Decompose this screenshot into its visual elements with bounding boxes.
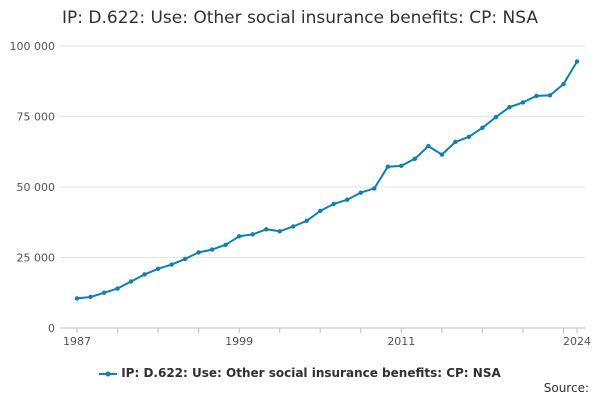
x-tick-label: 2024: [563, 335, 591, 348]
data-point[interactable]: [304, 218, 309, 224]
data-point[interactable]: [493, 114, 499, 120]
data-point[interactable]: [277, 229, 282, 234]
data-point[interactable]: [128, 279, 134, 284]
series-line: [76, 60, 578, 300]
y-tick-label: 100 000: [10, 40, 56, 53]
data-point[interactable]: [182, 256, 188, 262]
data-series: [74, 59, 580, 301]
data-point[interactable]: [236, 234, 242, 239]
data-point[interactable]: [439, 152, 445, 157]
y-tick-label: 50 000: [17, 181, 56, 194]
gridlines: [60, 45, 585, 258]
data-point[interactable]: [74, 296, 80, 301]
data-point[interactable]: [115, 286, 120, 291]
x-tick-label: 2011: [387, 335, 415, 348]
data-point[interactable]: [196, 250, 201, 255]
x-axis-tick-labels: 1987 1999 2011 2024: [63, 335, 591, 348]
data-point[interactable]: [250, 232, 255, 237]
data-point[interactable]: [412, 156, 418, 161]
data-point[interactable]: [547, 93, 553, 98]
data-point[interactable]: [101, 290, 107, 295]
legend-swatch-icon: [99, 371, 118, 376]
data-point[interactable]: [318, 208, 323, 214]
data-point[interactable]: [453, 139, 458, 145]
data-point[interactable]: [209, 247, 215, 252]
data-point[interactable]: [561, 81, 566, 87]
chart-title: IP: D.622: Use: Other social insurance b…: [62, 8, 538, 28]
data-point[interactable]: [399, 163, 404, 169]
data-point[interactable]: [507, 104, 512, 110]
data-point[interactable]: [345, 197, 350, 202]
source-label: Source:: [543, 381, 589, 395]
legend[interactable]: IP: D.622: Use: Other social insurance b…: [0, 366, 600, 380]
data-point[interactable]: [466, 134, 472, 140]
data-point[interactable]: [331, 201, 336, 207]
x-tick-label: 1987: [63, 335, 91, 348]
data-point[interactable]: [385, 164, 391, 169]
data-point[interactable]: [142, 272, 147, 277]
data-point[interactable]: [358, 190, 363, 195]
data-point[interactable]: [223, 242, 228, 248]
data-point[interactable]: [169, 262, 174, 267]
data-point[interactable]: [372, 186, 377, 191]
data-point[interactable]: [291, 224, 296, 229]
legend-label: IP: D.622: Use: Other social insurance b…: [121, 366, 501, 380]
data-point[interactable]: [574, 59, 580, 64]
y-tick-label: 75 000: [17, 111, 56, 124]
data-point[interactable]: [426, 143, 431, 149]
data-point[interactable]: [520, 100, 526, 105]
data-point[interactable]: [480, 125, 485, 130]
y-axis-tick-labels: 0 25 000 50 000 75 000 100 000: [10, 40, 56, 335]
data-point[interactable]: [534, 93, 539, 99]
y-tick-label: 0: [48, 322, 55, 335]
data-point[interactable]: [88, 294, 93, 300]
data-point[interactable]: [263, 227, 269, 232]
axes: [60, 327, 585, 333]
data-point[interactable]: [155, 266, 161, 271]
x-tick-label: 1999: [225, 335, 253, 348]
y-tick-label: 25 000: [17, 252, 56, 265]
